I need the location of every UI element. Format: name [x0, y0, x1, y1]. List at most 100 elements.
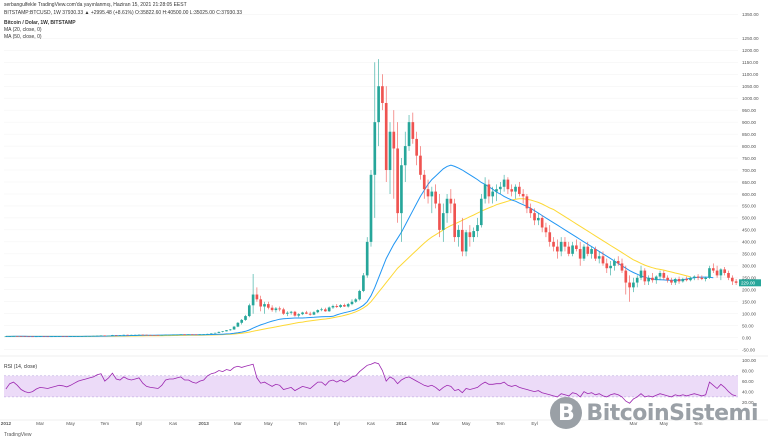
candle-body: [533, 213, 536, 221]
candle-body: [23, 336, 27, 337]
time-tick-label: Eyl: [136, 421, 142, 426]
price-tick-label: 300.00: [742, 264, 756, 269]
candle-body: [632, 282, 635, 288]
watermark-text: BitcoinSistemi: [586, 400, 758, 426]
legend-ma20[interactable]: MA (20, close, 0): [4, 27, 42, 33]
candle-body: [369, 174, 373, 242]
candle-body: [460, 229, 464, 252]
candle-body: [654, 276, 658, 281]
candle-body: [133, 334, 137, 336]
candle-body: [525, 196, 529, 209]
ma20-line: [5, 164, 714, 337]
candle-body: [651, 277, 654, 281]
publisher-line: serbangulfekle TradingView.com'da yayınl…: [4, 2, 187, 8]
candle-body: [38, 336, 42, 338]
candle-body: [689, 277, 692, 281]
candle-body: [556, 246, 559, 252]
price-tick-label: 1350.00: [742, 12, 759, 17]
candle-body: [103, 335, 107, 337]
candle-body: [213, 332, 217, 334]
candle-body: [73, 336, 76, 337]
candle-body: [312, 312, 316, 315]
candle-body: [578, 249, 582, 259]
candle-body: [255, 294, 259, 300]
price-tick-label: 150.00: [742, 300, 756, 305]
price-tick-label: 700.00: [742, 168, 756, 173]
candle-body: [723, 269, 727, 273]
candle-body: [445, 198, 449, 214]
candle-body: [647, 277, 650, 282]
candle-body: [613, 261, 616, 266]
rsi-tick-label: 100.00: [742, 358, 756, 363]
legend-title[interactable]: Bitcoin / Dolar, 1W, BITSTAMP: [4, 20, 76, 26]
candle-body: [179, 334, 183, 336]
price-tick-label: 1200.00: [742, 48, 759, 53]
candle-body: [529, 208, 533, 214]
candle-body: [206, 333, 209, 335]
time-tick-label: Tem: [496, 421, 505, 426]
price-tick-label: 1250.00: [742, 36, 759, 41]
price-tick-label: 600.00: [742, 192, 756, 197]
candle-body: [316, 310, 320, 313]
candle-body: [286, 312, 289, 314]
candle-body: [156, 335, 160, 336]
candle-body: [202, 334, 205, 335]
candle-body: [457, 229, 460, 238]
time-tick-label: Tem: [100, 421, 109, 426]
candle-body: [118, 335, 122, 336]
candle-body: [171, 334, 175, 336]
candle-body: [692, 276, 696, 278]
price-tick-label: 1000.00: [742, 96, 759, 101]
candle-body: [343, 305, 346, 307]
time-tick-label: Mar: [234, 421, 242, 426]
candle-body: [586, 246, 590, 254]
candle-body: [711, 268, 715, 271]
candle-body: [331, 306, 335, 308]
candle-body: [407, 122, 411, 147]
price-tick-label: 250.00: [742, 276, 756, 281]
time-tick-label: Mar: [36, 421, 44, 426]
candle-body: [346, 304, 350, 307]
candle-body: [324, 309, 327, 312]
candle-body: [327, 307, 331, 312]
candle-body: [160, 334, 164, 336]
price-tick-label: 900.00: [742, 120, 756, 125]
candle-body: [430, 191, 434, 197]
rsi-label[interactable]: RSI (14, close): [4, 364, 38, 370]
candle-body: [377, 86, 380, 123]
price-tick-label: 850.00: [742, 132, 756, 137]
candle-body: [34, 336, 38, 338]
candle-body: [373, 122, 377, 175]
candle-body: [730, 277, 734, 282]
candle-body: [479, 198, 483, 226]
price-tick-label: 550.00: [742, 204, 756, 209]
candle-body: [145, 334, 148, 336]
tradingview-logo[interactable]: TradingView: [4, 432, 32, 438]
candle-body: [270, 307, 274, 311]
candle-body: [498, 186, 502, 190]
candle-body: [734, 281, 738, 283]
candle-body: [266, 304, 270, 308]
candle-body: [438, 203, 441, 230]
candle-body: [384, 102, 388, 171]
candle-body: [597, 256, 601, 259]
candle-body: [278, 308, 282, 310]
candle-body: [54, 336, 57, 338]
legend-ma50[interactable]: MA (50, close, 0): [4, 34, 42, 40]
candle-body: [400, 165, 403, 214]
candle-body: [95, 335, 99, 337]
candle-body: [381, 86, 384, 103]
price-badge-label: 229.00: [741, 281, 755, 286]
candle-body: [605, 263, 609, 269]
candle-body: [209, 333, 213, 335]
candle-body: [548, 232, 552, 242]
candle-body: [552, 241, 555, 247]
candle-body: [567, 246, 571, 254]
time-tick-label: Kas: [169, 421, 178, 426]
time-tick-label: May: [659, 421, 668, 426]
time-tick-label: May: [462, 421, 471, 426]
candle-body: [217, 331, 221, 333]
candle-body: [464, 232, 468, 252]
candle-body: [487, 184, 491, 197]
